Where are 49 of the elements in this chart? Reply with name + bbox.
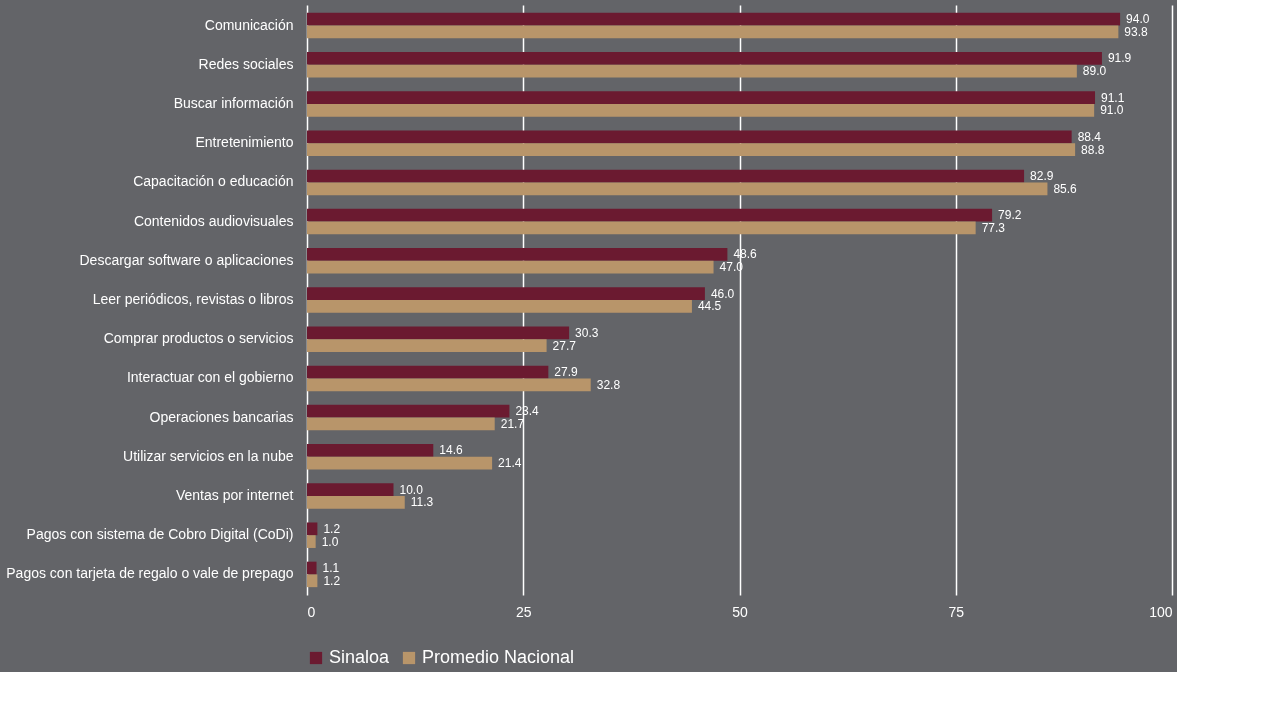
data-label: 1.0	[321, 534, 339, 549]
data-label: 93.8	[1124, 24, 1149, 39]
data-label: 91.0	[1100, 103, 1124, 118]
data-label: 91.9	[1107, 51, 1132, 66]
data-label: 10.0	[399, 482, 424, 497]
data-label: 21.7	[500, 416, 525, 431]
data-label: 14.6	[439, 443, 463, 458]
data-label: 46.0	[710, 286, 735, 301]
y-tick-label: Entretenimiento	[195, 134, 294, 151]
data-label: 1.1	[322, 561, 340, 576]
y-tick-label: Ventas por internet	[175, 487, 294, 504]
data-label: 94.0	[1126, 12, 1150, 27]
y-tick-label: Capacitación o educación	[133, 173, 294, 190]
y-tick-label: Descargar software o aplicaciones	[79, 251, 294, 268]
y-tick-label: Contenidos audiovisuales	[133, 212, 294, 229]
data-label: 1.2	[323, 521, 341, 536]
data-label: 27.9	[554, 365, 579, 380]
y-tick-label: Pagos con tarjeta de regalo o vale de prepago	[6, 565, 294, 582]
x-tick-label: 100	[1149, 603, 1173, 620]
data-label: 88.4	[1077, 129, 1102, 144]
data-label: 30.3	[575, 325, 599, 340]
y-tick-label: Redes sociales	[198, 55, 294, 72]
y-tick-label: Leer periódicos, revistas o libros	[92, 291, 294, 307]
data-label: 79.2	[998, 208, 1022, 223]
data-label: 85.6	[1053, 181, 1078, 196]
y-tick-label: Interactuar con el gobierno	[126, 369, 294, 386]
y-tick-label: Operaciones bancarias	[149, 408, 294, 425]
data-label: 1.2	[323, 573, 341, 588]
data-label: 91.1	[1101, 90, 1125, 105]
data-label: 32.8	[596, 377, 621, 392]
x-tick-label: 25	[515, 603, 532, 620]
y-tick-label: Utilizar servicios en la nube	[123, 447, 294, 464]
data-label: 77.3	[981, 220, 1006, 235]
legend-label: Promedio Nacional	[422, 647, 575, 667]
y-tick-label: Pagos con sistema de Cobro Digital (CoDi)	[26, 526, 294, 543]
data-label: 11.3	[410, 495, 434, 510]
y-tick-label: Comunicación	[204, 16, 294, 33]
data-label: 44.5	[697, 299, 722, 314]
data-label: 21.4	[498, 456, 522, 471]
y-tick-label: Comprar productos o servicios	[103, 330, 294, 347]
x-tick-label: 50	[732, 603, 748, 620]
data-label: 88.8	[1081, 142, 1105, 157]
data-label: 27.7	[552, 338, 577, 353]
y-tick-label: Buscar información	[173, 94, 294, 111]
data-label: 82.9	[1030, 169, 1054, 184]
x-tick-label: 0	[307, 603, 316, 620]
data-label: 89.0	[1082, 64, 1107, 79]
legend-label: Sinaloa	[329, 647, 391, 667]
x-tick-label: 75	[948, 603, 965, 620]
